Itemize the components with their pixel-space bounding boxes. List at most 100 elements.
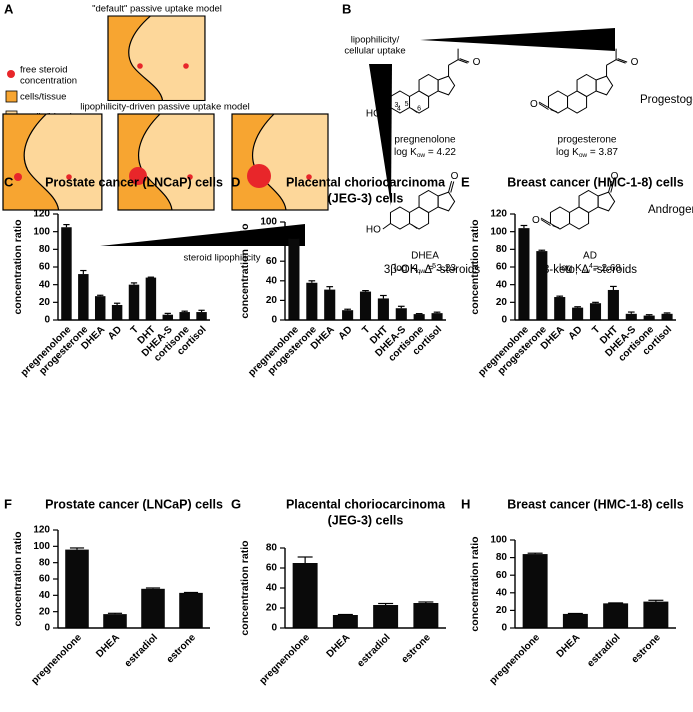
bond xyxy=(450,181,455,193)
legend-swatch xyxy=(5,90,18,103)
bar xyxy=(522,554,548,628)
y-tick-label: 120 xyxy=(490,209,507,220)
x-tick-label: estradiol xyxy=(355,632,392,669)
bar xyxy=(78,274,89,320)
uptake-label: cellular uptake xyxy=(344,46,405,57)
y-tick-label: 80 xyxy=(496,244,508,255)
bar xyxy=(162,314,174,320)
legend-text: concentration xyxy=(20,76,77,87)
log-kow: log Kow = 3.87 xyxy=(556,147,618,159)
bond xyxy=(550,109,558,113)
y-tick-label: 60 xyxy=(496,262,508,273)
dot xyxy=(306,174,312,180)
ring xyxy=(576,73,597,98)
lipo-box xyxy=(117,113,215,211)
bar xyxy=(572,307,584,320)
bar xyxy=(377,298,389,320)
panel-letter: C xyxy=(4,174,14,189)
lipo-box xyxy=(2,113,103,211)
x-tick-label: DHEA xyxy=(94,632,122,660)
bond xyxy=(448,181,453,193)
y-tick-label: 0 xyxy=(271,623,277,634)
y-tick-label: 40 xyxy=(39,590,51,601)
bond xyxy=(606,59,617,66)
y-tick-label: 100 xyxy=(490,226,507,237)
y-tick-label: 20 xyxy=(39,606,51,617)
bar xyxy=(554,297,566,320)
bond xyxy=(538,103,549,110)
legend-text: free steroid xyxy=(20,65,68,76)
dot xyxy=(187,174,193,180)
log-prefix: log K xyxy=(556,147,579,158)
molecule-name: pregnenolone xyxy=(394,135,456,146)
panel-letter: G xyxy=(231,496,241,511)
chart-title: Prostate cancer (LNCaP) cells xyxy=(45,497,223,511)
y-tick-label: 100 xyxy=(33,541,50,552)
bond xyxy=(382,223,391,230)
y-tick-label: 80 xyxy=(266,543,278,554)
y-tick-label: 0 xyxy=(44,315,50,326)
log-kow: log Kow = 4.22 xyxy=(394,147,456,159)
log-prefix: log K xyxy=(559,263,582,274)
dot xyxy=(247,164,271,188)
bond xyxy=(538,101,549,108)
bond xyxy=(608,181,613,193)
bar xyxy=(395,308,407,320)
bar xyxy=(111,304,123,320)
bond xyxy=(552,225,560,229)
y-axis-label: concentration ratio xyxy=(12,219,24,314)
y-tick-label: 100 xyxy=(260,217,277,228)
log-prefix: log K xyxy=(394,263,417,274)
y-tick-label: 120 xyxy=(33,525,50,536)
ring xyxy=(437,191,456,212)
bar xyxy=(61,227,72,320)
y-tick-label: 40 xyxy=(496,587,508,598)
bond xyxy=(411,108,418,113)
uptake-wedge xyxy=(369,64,392,206)
y-axis-label: concentration ratio xyxy=(12,531,24,626)
bar xyxy=(288,238,300,320)
x-tick-label: DHEA xyxy=(555,632,583,660)
x-tick-label: estrone xyxy=(165,632,199,666)
chart-title: (JEG-3) cells xyxy=(328,191,404,205)
y-tick-label: 60 xyxy=(266,256,278,267)
y-axis-label: concentration ratio xyxy=(239,223,251,318)
bond xyxy=(617,58,628,63)
bond xyxy=(448,59,459,66)
bond xyxy=(615,59,626,64)
y-tick-label: 80 xyxy=(39,244,51,255)
panel-letter: D xyxy=(231,174,240,189)
chart-title: Breast cancer (HMC-1-8) cells xyxy=(507,175,684,189)
y-tick-label: 20 xyxy=(266,603,278,614)
y-tick-label: 40 xyxy=(496,279,508,290)
y-tick-label: 20 xyxy=(39,297,51,308)
bar xyxy=(332,615,358,628)
bar xyxy=(292,563,318,628)
x-tick-label: estradiol xyxy=(585,632,622,669)
x-tick-label: T xyxy=(590,324,602,336)
bar xyxy=(306,282,318,320)
x-tick-label: pregnenolone xyxy=(258,632,313,687)
y-tick-label: 60 xyxy=(266,563,278,574)
bar xyxy=(145,277,157,320)
y-tick-label: 0 xyxy=(44,623,50,634)
bar xyxy=(562,613,588,628)
x-tick-label: AD xyxy=(106,324,124,342)
atom-label: O xyxy=(532,215,540,226)
y-tick-label: 0 xyxy=(271,315,277,326)
bond xyxy=(610,181,615,193)
bar xyxy=(65,549,89,628)
dot xyxy=(14,173,22,181)
bond xyxy=(457,59,468,64)
bar xyxy=(643,315,655,320)
bar xyxy=(413,314,425,320)
y-tick-label: 20 xyxy=(496,297,508,308)
chart-title: (JEG-3) cells xyxy=(328,513,404,527)
chart-title: Breast cancer (HMC-1-8) cells xyxy=(507,497,684,511)
lipo-box xyxy=(231,113,329,211)
atom-label: O xyxy=(530,99,538,110)
uptake-wedge xyxy=(420,28,615,51)
log-kow: log Kow = 2.68 xyxy=(559,263,621,275)
bar xyxy=(128,284,140,320)
